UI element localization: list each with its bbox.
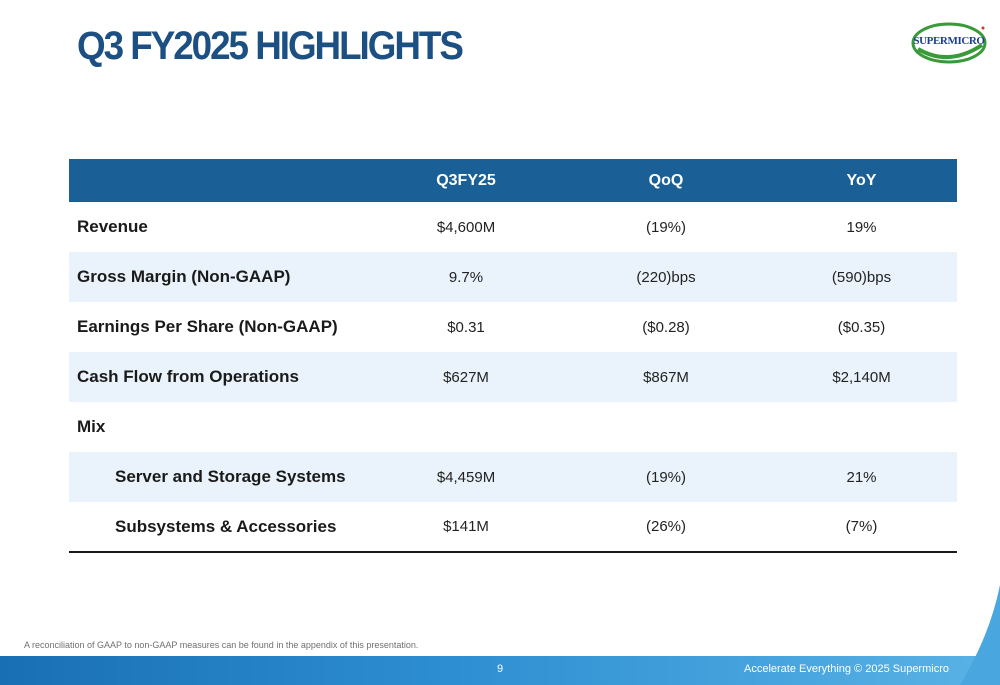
cell-q3fy25: $4,600M — [436, 218, 496, 236]
footer-swoosh-icon — [960, 585, 1000, 685]
footer-copyright: Accelerate Everything © 2025 Supermicro — [744, 663, 949, 675]
row-label: Revenue — [77, 217, 148, 236]
table-row-server-storage: Server and Storage Systems $4,459M (19%)… — [69, 452, 957, 502]
cell-yoy: (7%) — [845, 518, 878, 535]
table-row-mix: Mix — [69, 402, 957, 452]
table-header-row: Q3FY25 QoQ YoY — [69, 159, 957, 202]
cell-q3fy25: $4,459M — [436, 468, 496, 486]
header-cell-yoy: YoY — [846, 171, 877, 189]
page-number: 9 — [496, 663, 504, 675]
row-label: Server and Storage Systems — [115, 467, 346, 486]
cell-yoy: ($0.35) — [837, 318, 886, 336]
cell-q3fy25: $141M — [443, 518, 489, 535]
footnote: A reconciliation of GAAP to non-GAAP mea… — [24, 640, 419, 650]
cell-q3fy25: $0.31 — [447, 318, 485, 336]
row-label: Cash Flow from Operations — [77, 367, 299, 386]
cell-qoq: (19%) — [645, 218, 686, 236]
table-row-eps: Earnings Per Share (Non-GAAP) $0.31 ($0.… — [69, 302, 957, 352]
row-label: Mix — [77, 417, 106, 436]
header-cell-label — [69, 159, 366, 202]
cell-yoy: (590)bps — [831, 268, 892, 286]
table-row-subsystems: Subsystems & Accessories $141M (26%) (7%… — [69, 502, 957, 552]
header-cell-q3fy25: Q3FY25 — [436, 171, 496, 189]
cell-qoq: $867M — [643, 368, 689, 386]
table-row-gross-margin: Gross Margin (Non-GAAP) 9.7% (220)bps (5… — [69, 252, 957, 302]
cell-q3fy25: $627M — [443, 368, 489, 386]
cell-qoq — [566, 402, 766, 452]
row-label: Earnings Per Share (Non-GAAP) — [77, 317, 338, 336]
cell-qoq: (19%) — [645, 468, 686, 486]
logo-wordmark: SUPERMICRO — [913, 35, 985, 47]
cell-yoy — [766, 402, 957, 452]
cell-qoq: (220)bps — [636, 268, 696, 286]
cell-qoq: (26%) — [645, 518, 686, 535]
cell-yoy: $2,140M — [832, 368, 891, 386]
row-label: Subsystems & Accessories — [115, 516, 337, 536]
table-row-cash-flow: Cash Flow from Operations $627M $867M $2… — [69, 352, 957, 402]
cell-q3fy25: 9.7% — [448, 268, 484, 286]
cell-q3fy25 — [366, 402, 566, 452]
cell-yoy: 21% — [846, 468, 877, 486]
slide-title: Q3 FY2025 HIGHLIGHTS — [77, 24, 464, 68]
footer-bar — [0, 656, 1000, 685]
cell-yoy: 19% — [846, 218, 877, 236]
table-row-revenue: Revenue $4,600M (19%) 19% — [69, 202, 957, 252]
row-label: Gross Margin (Non-GAAP) — [77, 267, 291, 286]
logo-ellipse-icon — [911, 22, 987, 64]
header-cell-qoq: QoQ — [648, 171, 684, 189]
highlights-table: Q3FY25 QoQ YoY Revenue $4,600M (19%) 19%… — [69, 159, 957, 553]
supermicro-logo: SUPERMICRO — [910, 19, 988, 65]
cell-qoq: ($0.28) — [642, 318, 690, 336]
